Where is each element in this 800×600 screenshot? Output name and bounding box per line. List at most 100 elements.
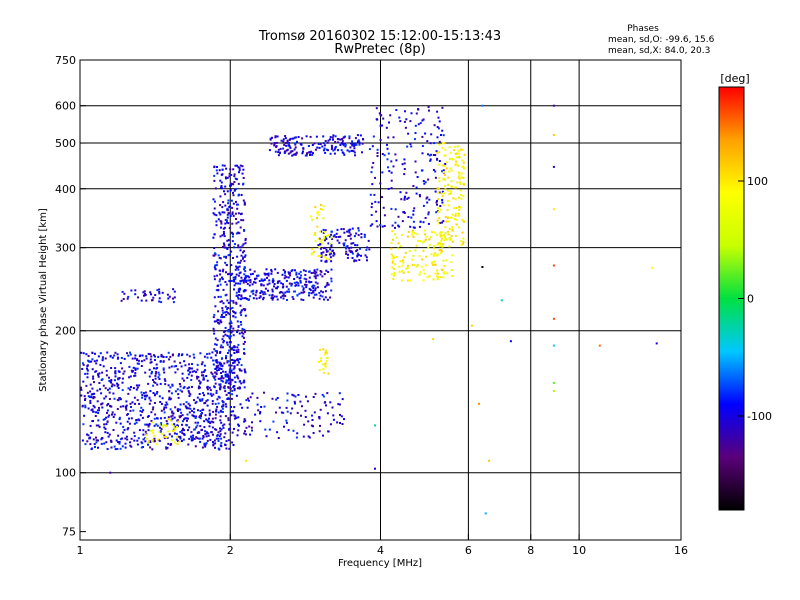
data-point-o [81,439,84,442]
data-point-x [444,148,447,151]
data-point-o [231,393,233,396]
data-point-o [349,228,352,231]
data-point-o [134,402,136,405]
data-point-o [233,246,236,249]
data-point-o [103,426,106,429]
data-point-o [172,297,174,300]
data-point-o [324,229,327,232]
data-point-o [304,270,307,273]
data-point-o [339,144,342,146]
data-point-x [174,428,177,430]
data-point-x [450,192,452,195]
data-point-o [311,285,314,288]
data-point-x [392,260,394,263]
data-point-o [225,381,228,384]
data-point-o [187,373,190,376]
data-point-o [233,288,235,291]
data-point-o [274,268,277,271]
data-point-o [222,242,225,245]
data-point-o [170,415,173,418]
data-point-o [233,388,236,390]
data-point-x [442,243,445,246]
data-point-o [205,442,208,445]
data-point-o [182,387,185,390]
data-point-o [240,254,243,257]
data-point-o [324,290,327,293]
data-point-o [322,395,325,398]
data-point-o [130,386,132,388]
data-point-x [437,191,440,194]
data-point-o [188,426,191,429]
data-point-x [444,216,447,218]
data-point-o [221,173,224,176]
data-point-o [337,149,339,151]
data-point-o [215,437,218,440]
data-point-o [345,247,348,250]
data-point-x [450,234,453,237]
data-point-o [284,142,287,144]
data-point-o [438,191,441,194]
data-point-o [412,220,415,223]
data-point-o [179,430,182,433]
data-point-o [216,350,218,353]
data-point-o [126,352,128,355]
data-point-o [236,346,239,349]
data-point-o [363,235,366,238]
data-point-o [183,379,185,382]
data-point-o [142,409,145,412]
data-point-o [368,148,371,151]
data-point-o [97,412,100,414]
data-point-o [371,223,374,226]
data-point-o [372,135,375,138]
data-point-o [224,370,227,373]
data-point-o [379,114,382,116]
data-point-o [116,385,119,388]
data-point-o [348,249,351,252]
data-point-x [441,147,444,149]
data-point-o [340,415,343,418]
data-point-o [285,144,288,147]
data-point-o [227,307,230,309]
data-point-o [179,437,182,440]
data-point-o [286,148,289,151]
data-point-o [181,414,184,417]
data-point-o [82,363,85,366]
data-point-o [328,235,331,238]
data-point-o [239,164,242,167]
data-point-x [457,149,460,152]
data-point-o [276,282,279,284]
data-point-o [300,414,302,417]
data-point-o [222,341,225,344]
data-point-o [406,197,409,200]
data-point-x [318,361,320,363]
data-point-o [98,409,100,412]
data-point-o [221,234,224,237]
data-point-o [111,383,114,386]
data-point-o [435,211,438,214]
data-point-o [220,222,223,225]
data-point-o [122,298,125,300]
data-point-o [214,382,217,385]
data-point-o [230,182,232,185]
y-tick-label: 200 [55,325,76,338]
data-point-o [110,381,113,384]
data-point-o [343,153,346,156]
data-point-o [222,227,225,230]
data-point-o [170,443,173,445]
data-point-o [232,202,235,205]
data-point-o [162,368,165,371]
data-point-o [223,226,226,229]
data-point-o [123,292,126,295]
colorbar-tick-label: -100 [747,410,772,423]
data-point-o [243,289,246,292]
data-point-o [263,291,266,294]
data-point-o [125,404,128,407]
data-point-o [222,340,225,342]
data-point-o [239,271,242,274]
data-point-o [219,364,222,367]
data-point-o [219,385,222,388]
data-point-x [444,226,447,229]
data-point-o [331,238,334,240]
data-point-o [376,225,379,228]
x-tick-label: 4 [377,544,384,557]
